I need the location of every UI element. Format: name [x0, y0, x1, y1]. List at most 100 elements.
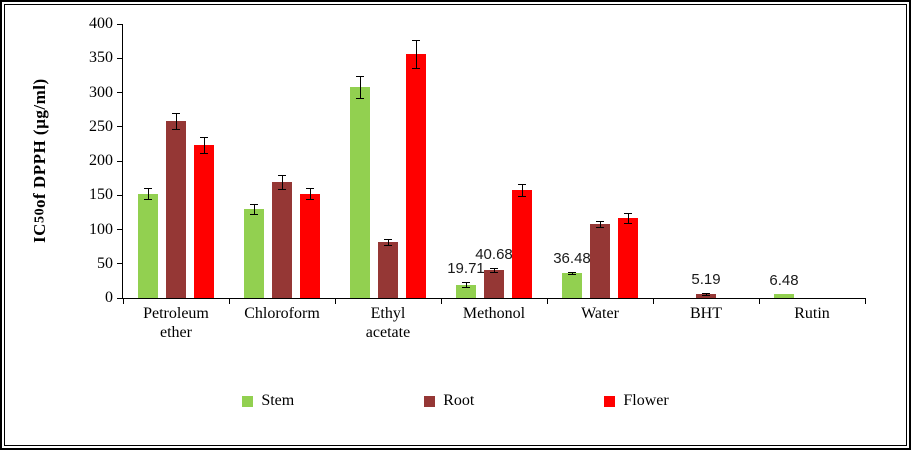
bar-stem: [350, 87, 370, 298]
legend-item-stem: Stem: [242, 392, 294, 410]
error-bar-line: [415, 40, 417, 68]
category-label: Water: [581, 305, 619, 322]
bar-root: [378, 241, 398, 298]
error-bar-cap-bottom: [200, 153, 208, 155]
x-axis-tick-mark: [334, 298, 336, 304]
bar-root: [166, 121, 186, 298]
y-axis-tick-mark: [117, 23, 123, 25]
x-axis-tick-mark: [228, 298, 230, 304]
error-bar-cap-bottom: [596, 227, 604, 229]
error-bar-cap-bottom: [172, 129, 180, 131]
bar-flower: [194, 145, 214, 298]
error-bar-cap-top: [624, 213, 632, 215]
error-bar-cap-bottom: [412, 67, 420, 69]
error-bar-cap-top: [568, 271, 576, 273]
y-axis-title: IC 50 of DPPH (µg/ml): [28, 24, 52, 298]
legend-item-flower: Flower: [604, 392, 669, 410]
error-bar-line: [627, 213, 629, 223]
error-bar-cap-top: [490, 268, 498, 270]
bar-flower: [300, 193, 320, 298]
error-bar-cap-bottom: [568, 274, 576, 276]
error-bar-cap-top: [144, 188, 152, 190]
x-axis-tick-mark: [652, 298, 654, 304]
y-axis-tick-mark: [117, 229, 123, 230]
error-bar-cap-top: [412, 40, 420, 42]
x-axis-tick-mark: [440, 298, 442, 304]
legend-label: Stem: [261, 392, 295, 409]
error-bar-cap-bottom: [518, 195, 526, 197]
error-bar-cap-bottom: [462, 287, 470, 289]
bar-root: [484, 270, 504, 298]
error-bar-cap-top: [518, 183, 526, 185]
bar-stem: [244, 208, 264, 298]
bar-stem: [456, 284, 476, 298]
value-label: 6.48: [769, 271, 799, 289]
error-bar-line: [521, 183, 523, 196]
error-bar-line: [175, 113, 177, 130]
legend-item-root: Root: [424, 392, 474, 410]
y-axis-tick-mark: [117, 92, 123, 93]
y-axis-title-subscript: 50: [31, 208, 48, 224]
legend-label: Root: [443, 392, 475, 409]
legend-swatch-root: [424, 395, 436, 407]
error-bar-line: [571, 271, 573, 275]
error-bar-cap-bottom: [250, 213, 258, 215]
y-axis-tick-mark: [117, 194, 123, 196]
plot-area: 0 50 100 150 200 250 300 350 400 Petroleum ether Ch…: [89, 15, 866, 341]
y-axis-tick-label: 0: [105, 289, 113, 306]
error-bar-cap-bottom: [144, 199, 152, 201]
error-bar-line: [387, 239, 389, 245]
bar-flower: [406, 54, 426, 298]
x-axis-tick-mark: [546, 298, 548, 304]
error-bar-line: [493, 268, 495, 273]
y-axis-tick-mark: [117, 126, 123, 128]
x-axis-tick-mark: [864, 298, 866, 304]
legend-label: Flower: [623, 392, 669, 409]
error-bar-cap-top: [462, 281, 470, 283]
y-axis-tick-label: 150: [89, 186, 113, 204]
value-label: 36.48: [553, 249, 591, 267]
bar-stem: [774, 293, 794, 298]
y-axis-tick-label: 250: [89, 117, 113, 135]
x-axis-tick-mark: [122, 298, 124, 304]
error-bar-cap-top: [702, 293, 710, 295]
y-axis-tick-label: 200: [89, 152, 113, 169]
error-bar-cap-bottom: [384, 244, 392, 246]
y-axis-tick-mark: [117, 57, 123, 59]
error-bar-line: [281, 175, 283, 190]
category-label: Chloroform: [244, 305, 320, 322]
error-bar-line: [203, 137, 205, 154]
value-label: 5.19: [691, 271, 721, 289]
error-bar-cap-bottom: [278, 189, 286, 191]
value-label: 19.71: [447, 259, 485, 277]
error-bar-cap-top: [596, 220, 604, 222]
y-axis-tick-label: 100: [89, 220, 113, 238]
error-bar-line: [359, 76, 361, 98]
error-bar-cap-bottom: [306, 199, 314, 201]
error-bar-cap-top: [278, 175, 286, 177]
legend: Stem Root Flower: [2, 392, 909, 410]
category-label: Petroleum ether: [143, 305, 209, 342]
y-axis-tick-label: 400: [89, 15, 113, 32]
y-axis-tick-mark: [117, 297, 123, 299]
legend-swatch-flower: [604, 395, 616, 407]
category-label: Methonol: [462, 305, 526, 322]
error-bar-line: [309, 188, 311, 200]
error-bar-cap-bottom: [490, 272, 498, 274]
error-bar-line: [705, 293, 707, 296]
bar-root: [272, 182, 292, 298]
category-label: Rutin: [794, 305, 830, 322]
value-label: 40.68: [475, 246, 513, 264]
error-bar-line: [599, 220, 601, 228]
y-axis-tick-label: 50: [97, 254, 113, 272]
error-bar-cap-top: [306, 188, 314, 190]
y-axis-title-prefix: IC: [30, 223, 49, 244]
category-label: BHT: [690, 305, 722, 322]
error-bar-line: [253, 204, 255, 214]
error-bar-cap-top: [250, 204, 258, 206]
bar-root: [590, 224, 610, 298]
bar-flower: [618, 217, 638, 298]
error-bar-cap-top: [172, 113, 180, 115]
y-axis-tick-label: 350: [89, 49, 113, 67]
